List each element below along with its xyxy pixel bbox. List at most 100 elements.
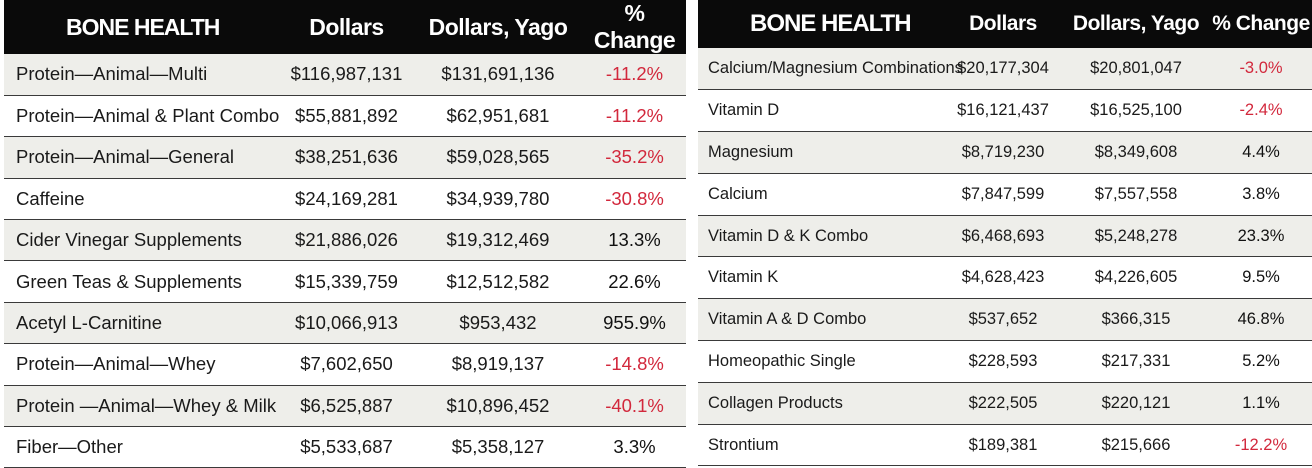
row-percent-change: 955.9% [583, 302, 686, 345]
row-dollars-yago: $12,512,582 [413, 260, 583, 303]
row-percent-change: -12.2% [1210, 424, 1312, 467]
row-name: Protein—Animal & Plant Combo [4, 95, 280, 138]
row-dollars: $55,881,892 [280, 95, 413, 138]
left-table-row: Acetyl L-Carnitine $10,066,913 $953,432 955… [4, 302, 686, 345]
row-dollars: $15,339,759 [280, 260, 413, 303]
row-percent-change: -11.2% [583, 54, 686, 96]
row-name: Cider Vinegar Supplements [4, 219, 280, 262]
right-sales-table: BONE HEALTH Dollars Dollars, Yago % Chan… [698, 0, 1312, 467]
row-percent-change: -35.2% [583, 136, 686, 179]
right-table-row: Magnesium $8,719,230 $8,349,608 4.4% [698, 131, 1312, 174]
row-dollars: $4,628,423 [944, 256, 1062, 300]
row-dollars-yago: $8,349,608 [1062, 131, 1210, 174]
row-dollars-yago: $217,331 [1062, 340, 1210, 383]
row-percent-change: 4.4% [1210, 131, 1312, 174]
row-dollars-yago: $131,691,136 [413, 54, 583, 96]
right-table-row: Homeopathic Single $228,593 $217,331 5.2% [698, 340, 1312, 383]
right-table-body: Calcium/Magnesium Combinations $20,177,30… [698, 48, 1312, 467]
left-table-row: Protein —Animal—Whey & Milk $6,525,887 $10… [4, 385, 686, 428]
right-col-change: % Change [1210, 0, 1312, 48]
left-table-row: Protein—Animal—General $38,251,636 $59,028… [4, 136, 686, 179]
left-table-row: Protein—Animal—Multi $116,987,131 $131,691… [4, 54, 686, 96]
left-table-row: Protein—Animal—Whey $7,602,650 $8,919,137-… [4, 343, 686, 386]
row-percent-change: 22.6% [583, 260, 686, 303]
row-dollars-yago: $59,028,565 [413, 136, 583, 179]
right-table-row: Vitamin K $4,628,423 $4,226,605 9.5% [698, 256, 1312, 300]
row-dollars: $6,525,887 [280, 385, 413, 428]
row-dollars: $189,381 [944, 424, 1062, 467]
row-name: Protein—Animal—Whey [4, 343, 280, 386]
row-percent-change: -30.8% [583, 178, 686, 221]
row-dollars: $116,987,131 [280, 54, 413, 96]
left-sales-table: BONE HEALTH Dollars Dollars, Yago % Chan… [4, 0, 686, 468]
row-dollars-yago: $62,951,681 [413, 95, 583, 138]
left-table-header: BONE HEALTH Dollars Dollars, Yago % Chan… [4, 0, 686, 54]
row-dollars-yago: $220,121 [1062, 382, 1210, 425]
row-name: Protein—Animal—General [4, 136, 280, 179]
row-dollars: $8,719,230 [944, 131, 1062, 174]
row-dollars: $20,177,304 [944, 48, 1062, 91]
left-col-dollars-yago: Dollars, Yago [413, 0, 583, 54]
row-name: Vitamin A & D Combo [698, 298, 944, 342]
right-table-row: Calcium/Magnesium Combinations $20,177,30… [698, 48, 1312, 91]
right-table-title: BONE HEALTH [698, 0, 944, 48]
row-dollars-yago: $7,557,558 [1062, 173, 1210, 216]
right-table-row: Collagen Products $222,505 $220,121 1.1% [698, 382, 1312, 425]
row-name: Vitamin K [698, 256, 944, 300]
row-name: Strontium [698, 424, 944, 467]
row-dollars: $24,169,281 [280, 178, 413, 221]
row-dollars-yago: $16,525,100 [1062, 89, 1210, 133]
row-dollars-yago: $20,801,047 [1062, 48, 1210, 91]
row-dollars-yago: $953,432 [413, 302, 583, 345]
row-dollars: $228,593 [944, 340, 1062, 383]
row-percent-change: -40.1% [583, 385, 686, 428]
left-table-title: BONE HEALTH [4, 0, 280, 54]
row-percent-change: -11.2% [583, 95, 686, 138]
row-name: Calcium [698, 173, 944, 216]
row-name: Green Teas & Supplements [4, 260, 280, 303]
left-table-row: Protein—Animal & Plant Combo $55,881,892 $… [4, 95, 686, 138]
row-dollars: $537,652 [944, 298, 1062, 342]
row-dollars-yago: $5,248,278 [1062, 215, 1210, 258]
row-dollars: $38,251,636 [280, 136, 413, 179]
right-col-dollars-yago: Dollars, Yago [1062, 0, 1210, 48]
right-table-row: Strontium $189,381 $215,666 -12.2% [698, 424, 1312, 467]
row-percent-change: 5.2% [1210, 340, 1312, 383]
row-percent-change: 46.8% [1210, 298, 1312, 342]
row-dollars-yago: $5,358,127 [413, 426, 583, 468]
row-name: Vitamin D [698, 89, 944, 133]
row-name: Caffeine [4, 178, 280, 221]
row-dollars-yago: $34,939,780 [413, 178, 583, 221]
row-percent-change: 1.1% [1210, 382, 1312, 425]
row-name: Fiber—Other [4, 426, 280, 468]
row-dollars: $7,602,650 [280, 343, 413, 386]
row-name: Acetyl L-Carnitine [4, 302, 280, 345]
row-dollars: $5,533,687 [280, 426, 413, 468]
row-dollars: $10,066,913 [280, 302, 413, 345]
row-percent-change: 3.8% [1210, 173, 1312, 216]
left-col-change: % Change [583, 0, 686, 54]
row-dollars-yago: $215,666 [1062, 424, 1210, 467]
row-name: Homeopathic Single [698, 340, 944, 383]
row-name: Vitamin D & K Combo [698, 215, 944, 258]
row-percent-change: 13.3% [583, 219, 686, 262]
left-table-row: Fiber—Other $5,533,687 $5,358,127 3.3% [4, 426, 686, 468]
row-dollars-yago: $8,919,137 [413, 343, 583, 386]
right-col-dollars: Dollars [944, 0, 1062, 48]
right-table-row: Calcium $7,847,599 $7,557,558 3.8% [698, 173, 1312, 216]
left-table-row: Green Teas & Supplements $15,339,759 $12,5… [4, 260, 686, 303]
row-percent-change: -2.4% [1210, 89, 1312, 133]
row-percent-change: -3.0% [1210, 48, 1312, 91]
row-percent-change: 23.3% [1210, 215, 1312, 258]
right-table-row: Vitamin D $16,121,437 $16,525,100 -2.4% [698, 89, 1312, 133]
row-name: Protein —Animal—Whey & Milk [4, 385, 280, 428]
row-dollars: $21,886,026 [280, 219, 413, 262]
row-dollars: $222,505 [944, 382, 1062, 425]
right-table-header: BONE HEALTH Dollars Dollars, Yago % Chan… [698, 0, 1312, 48]
row-percent-change: -14.8% [583, 343, 686, 386]
row-dollars-yago: $10,896,452 [413, 385, 583, 428]
left-table-body: Protein—Animal—Multi $116,987,131 $131,691… [4, 54, 686, 468]
right-table-row: Vitamin A & D Combo $537,652 $366,315 46.8% [698, 298, 1312, 342]
left-table-row: Cider Vinegar Supplements $21,886,026 $19,… [4, 219, 686, 262]
row-name: Magnesium [698, 131, 944, 174]
